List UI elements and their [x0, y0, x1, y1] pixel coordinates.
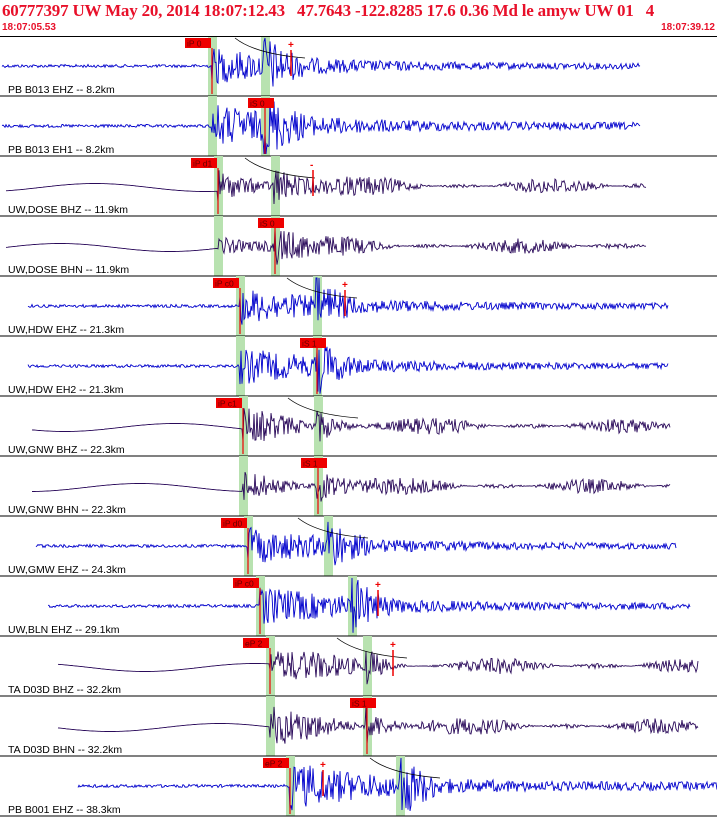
station-label: PB B001 EHZ -- 38.3km	[8, 804, 121, 816]
trace-row[interactable]: iP c0 + UW,BLN EHZ -- 29.1km	[0, 576, 717, 637]
pick-label: iP d0	[223, 519, 242, 529]
pick-flag[interactable]	[258, 218, 284, 228]
station-label: TA D03D BHZ -- 32.2km	[8, 684, 121, 696]
pick-label: iP 0	[187, 39, 202, 49]
s-phase-band	[396, 756, 405, 816]
waveform	[1, 37, 641, 87]
station-label: UW,DOSE BHN -- 11.9km	[8, 264, 129, 276]
phase-marker: -	[310, 160, 313, 171]
pick-flag[interactable]	[350, 698, 376, 708]
waveform	[57, 706, 699, 745]
travel-time-curve	[287, 397, 359, 419]
s-phase-band	[363, 636, 372, 696]
travel-time-curve	[336, 637, 408, 659]
pick-label: iP c0	[235, 579, 254, 589]
pick-label: iS 1	[352, 699, 367, 709]
station-label: UW,HDW EHZ -- 21.3km	[8, 324, 124, 336]
trace-row[interactable]: iS 1 UW,HDW EH2 -- 21.3km	[0, 336, 717, 397]
station-label: UW,DOSE BHZ -- 11.9km	[8, 204, 128, 216]
trace-row[interactable]: iS 1 TA D03D BHN -- 32.2km	[0, 696, 717, 757]
pick-flag[interactable]	[248, 98, 274, 108]
pick-flag[interactable]	[216, 398, 242, 408]
seismogram-panel[interactable]: iP 0 + PB B013 EHZ -- 8.2km iS 0 PB B013 EH1…	[0, 36, 717, 818]
trace-row[interactable]: iP c0 + UW,HDW EHZ -- 21.3km	[0, 276, 717, 337]
phase-marker: +	[320, 760, 326, 771]
event-title: 60777397 UW May 20, 2014 18:07:12.43 47.…	[2, 1, 655, 20]
window-start-time: 18:07:05.53	[2, 22, 56, 33]
event-header: 60777397 UW May 20, 2014 18:07:12.43 47.…	[0, 0, 717, 36]
waveform	[1, 97, 641, 155]
pick-flag[interactable]	[300, 338, 326, 348]
phase-marker: +	[288, 40, 294, 51]
waveform	[35, 521, 677, 566]
station-label: UW,GNW BHN -- 22.3km	[8, 504, 126, 516]
travel-time-curve	[244, 157, 316, 179]
pick-flag[interactable]	[191, 158, 217, 168]
trace-row[interactable]: iP 0 + PB B013 EHZ -- 8.2km	[0, 36, 717, 97]
station-label: UW,GNW BHZ -- 22.3km	[8, 444, 125, 456]
waveform	[5, 170, 647, 205]
station-label: UW,HDW EH2 -- 21.3km	[8, 384, 124, 396]
s-phase-band	[314, 396, 323, 456]
station-label: PB B013 EH1 -- 8.2km	[8, 144, 114, 156]
station-label: TA D03D BHN -- 32.2km	[8, 744, 122, 756]
travel-time-curve	[286, 277, 358, 299]
phase-marker: +	[342, 280, 348, 291]
s-phase-band	[261, 36, 270, 96]
pick-flag[interactable]	[213, 278, 239, 288]
station-label: PB B013 EHZ -- 8.2km	[8, 84, 115, 96]
pick-label: iS 1	[303, 459, 318, 469]
phase-marker: +	[375, 580, 381, 591]
pick-label: eP 2	[265, 759, 283, 769]
trace-row[interactable]: eP 2 + TA D03D BHZ -- 32.2km	[0, 636, 717, 697]
waveform	[31, 408, 671, 442]
waveform	[27, 346, 669, 394]
pick-flag[interactable]	[233, 578, 259, 588]
pick-label: iP d1	[193, 159, 212, 169]
pick-label: iS 0	[250, 99, 265, 109]
s-phase-band	[271, 156, 280, 216]
pick-label: iS 1	[302, 339, 317, 349]
trace-row[interactable]: iP d0 UW,GMW EHZ -- 24.3km	[0, 516, 717, 577]
pick-label: iP c0	[215, 279, 234, 289]
pick-label: iS 0	[260, 219, 275, 229]
waveform	[27, 277, 669, 325]
travel-time-curve	[297, 517, 369, 539]
trace-row[interactable]: iS 1 UW,GNW BHN -- 22.3km	[0, 456, 717, 517]
travel-time-curve	[369, 757, 441, 779]
waveform	[57, 651, 699, 685]
pick-label: iP c1	[218, 399, 237, 409]
trace-row[interactable]: iS 0 PB B013 EH1 -- 8.2km	[0, 96, 717, 157]
pick-label: eP 2	[245, 639, 263, 649]
trace-row[interactable]: iS 0 UW,DOSE BHN -- 11.9km	[0, 216, 717, 277]
waveform	[5, 228, 647, 265]
waveform	[48, 577, 691, 633]
waveform	[32, 471, 671, 502]
window-end-time: 18:07:39.12	[661, 22, 715, 33]
station-label: UW,GMW EHZ -- 24.3km	[8, 564, 126, 576]
pick-flag[interactable]	[263, 758, 289, 768]
pick-flag[interactable]	[243, 638, 269, 648]
trace-row[interactable]: iP d1 - UW,DOSE BHZ -- 11.9km	[0, 156, 717, 217]
travel-time-curve	[234, 37, 306, 59]
pick-flag[interactable]	[301, 458, 327, 468]
pick-flag[interactable]	[185, 38, 211, 48]
station-label: UW,BLN EHZ -- 29.1km	[8, 624, 120, 636]
trace-row[interactable]: eP 2 + PB B001 EHZ -- 38.3km	[0, 756, 717, 817]
pick-flag[interactable]	[221, 518, 247, 528]
phase-marker: +	[390, 640, 396, 651]
waveform	[77, 757, 717, 811]
trace-row[interactable]: iP c1 UW,GNW BHZ -- 22.3km	[0, 396, 717, 457]
